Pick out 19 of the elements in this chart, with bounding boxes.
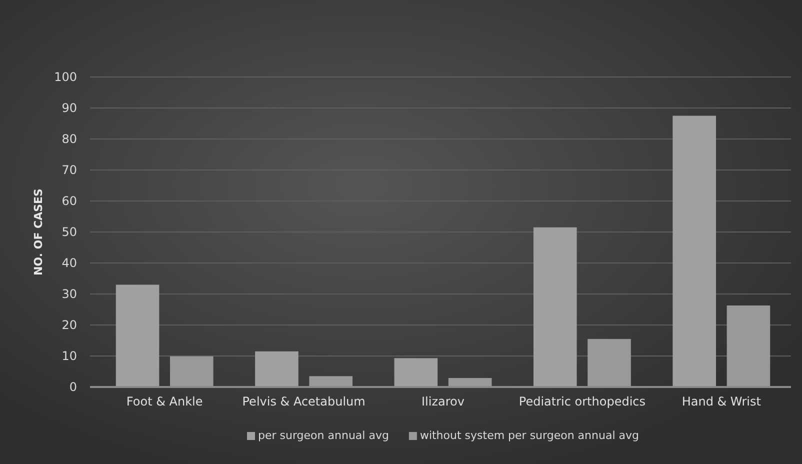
legend-label: without system per surgeon annual avg — [420, 429, 639, 442]
x-tick-label: Pediatric orthopedics — [518, 394, 646, 409]
x-tick-label: Pelvis & Acetabulum — [242, 394, 366, 409]
y-axis-title: NO. OF CASES — [32, 188, 45, 276]
y-tick-label: 100 — [54, 70, 77, 84]
y-tick-label: 90 — [62, 100, 77, 115]
x-tick-label: Ilizarov — [422, 394, 464, 409]
legend-label: per surgeon annual avg — [258, 429, 389, 442]
y-tick-label: 30 — [62, 286, 77, 301]
x-tick-label: Hand & Wrist — [682, 394, 762, 409]
y-tick-label: 80 — [62, 132, 77, 146]
y-tick-label: 40 — [62, 256, 77, 270]
y-tick-label: 70 — [62, 162, 77, 177]
y-tick-label: 20 — [62, 318, 77, 332]
y-tick-label: 50 — [62, 224, 77, 239]
y-tick-label: 60 — [62, 194, 77, 208]
x-tick-label: Foot & Ankle — [126, 394, 203, 409]
y-tick-label: 0 — [69, 380, 77, 394]
y-tick-label: 10 — [62, 348, 77, 363]
